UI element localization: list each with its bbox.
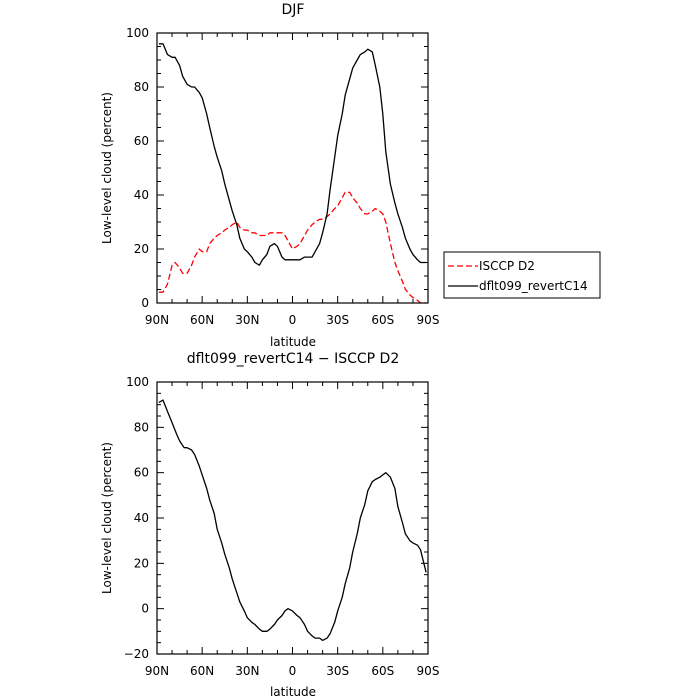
y-tick-label: 40 xyxy=(134,511,149,525)
bottom-chart-series xyxy=(158,399,427,642)
y-tick-label: 20 xyxy=(134,556,149,570)
x-tick-label: 90S xyxy=(417,664,440,678)
x-tick-label: 60S xyxy=(371,664,394,678)
x-tick-label: 90N xyxy=(145,313,169,327)
top-chart-axes: 90N 60N 30N 0 30S 60S 90S 0 20 40 60 80 100 xyxy=(126,26,439,327)
bottom-chart-x-axis-label: latitude xyxy=(270,685,316,699)
x-tick-label: 60N xyxy=(190,664,214,678)
bottom-chart-frame xyxy=(156,381,429,655)
y-tick-label: 60 xyxy=(134,466,149,480)
y-tick-label: 100 xyxy=(126,375,149,389)
x-tick-label: 0 xyxy=(289,664,297,678)
y-tick-label: 80 xyxy=(134,420,149,434)
series-line-dflt099-revertc14 xyxy=(158,43,427,266)
x-tick-label: 0 xyxy=(289,313,297,327)
legend-label-dflt099-revertc14: dflt099_revertC14 xyxy=(479,279,588,293)
series-line-isccp-d2 xyxy=(158,191,427,304)
top-chart-panel: DJF 90N 60N 30N 0 30S 60S 90S 0 20 40 60 80 100 lati… xyxy=(100,2,601,349)
x-tick-label: 90S xyxy=(417,313,440,327)
y-tick-label: 0 xyxy=(141,602,149,616)
x-tick-label: 30N xyxy=(235,664,259,678)
series-line-difference xyxy=(158,399,427,642)
y-tick-label: 100 xyxy=(126,26,149,40)
top-chart-x-axis-label: latitude xyxy=(270,335,316,349)
x-tick-label: 30S xyxy=(326,313,349,327)
x-tick-label: 60S xyxy=(371,313,394,327)
bottom-chart-y-axis-label: Low-level cloud (percent) xyxy=(100,442,114,594)
x-tick-label: 90N xyxy=(145,664,169,678)
bottom-chart-panel: dflt099_revertC14 − ISCCP D2 90N 60N 30N 0 3… xyxy=(100,351,439,699)
bottom-chart-title: dflt099_revertC14 − ISCCP D2 xyxy=(187,351,400,367)
top-chart-y-axis-label: Low-level cloud (percent) xyxy=(100,92,114,244)
y-tick-label: 40 xyxy=(134,188,149,202)
y-tick-label: 20 xyxy=(134,242,149,256)
top-chart-title: DJF xyxy=(282,2,305,18)
y-tick-label: 60 xyxy=(134,134,149,148)
y-tick-label: −20 xyxy=(124,647,149,661)
legend-label-isccp-d2: ISCCP D2 xyxy=(479,259,535,273)
legend-box xyxy=(443,251,601,299)
x-tick-label: 30N xyxy=(235,313,259,327)
y-tick-label: 0 xyxy=(141,296,149,310)
x-tick-label: 30S xyxy=(326,664,349,678)
top-chart-series xyxy=(158,43,427,304)
top-chart-frame xyxy=(156,32,429,304)
x-tick-label: 60N xyxy=(190,313,214,327)
top-chart-legend: ISCCP D2 dflt099_revertC14 xyxy=(443,251,601,299)
y-tick-label: 80 xyxy=(134,80,149,94)
